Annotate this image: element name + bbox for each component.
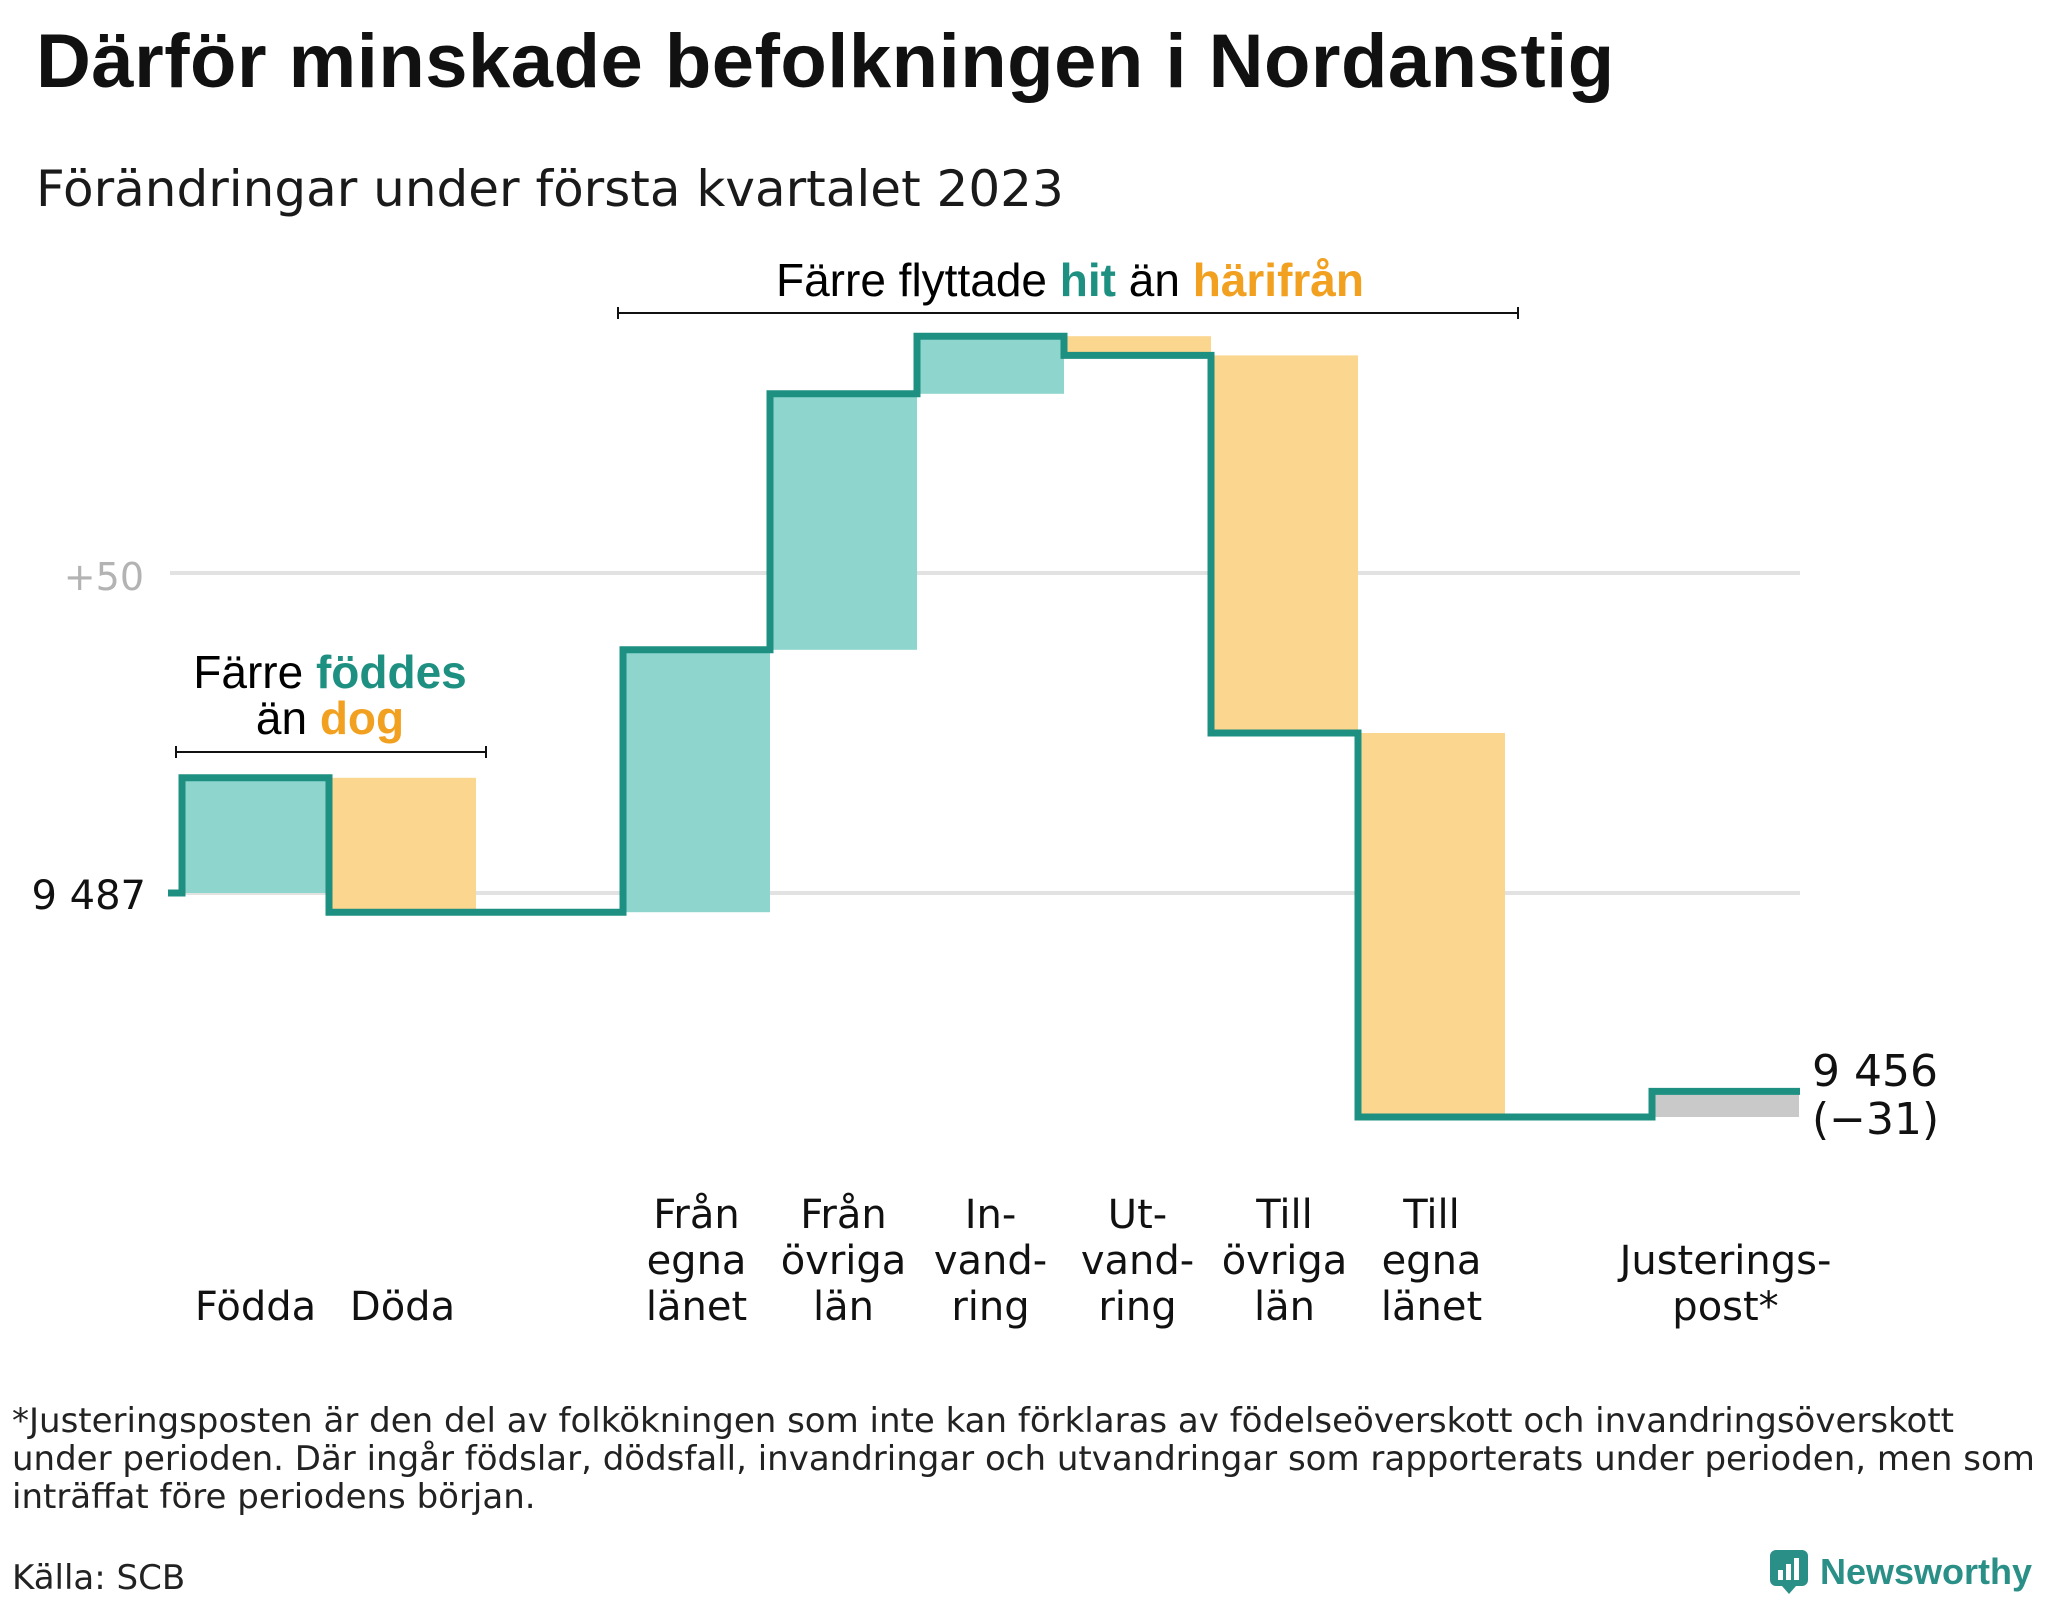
gridline-label: +50 bbox=[64, 555, 144, 599]
x-tick-label-6-2: län bbox=[1254, 1284, 1315, 1330]
source-label: Källa: SCB bbox=[12, 1558, 186, 1598]
start-value-label: 9 487 bbox=[31, 873, 146, 919]
x-tick-label-8-1: post* bbox=[1672, 1284, 1778, 1330]
waterfall-bar-6 bbox=[1211, 355, 1358, 733]
label-layer: Födda DödaFrånegnalänetFrånövrigalänIn-va… bbox=[195, 1192, 1832, 1330]
waterfall-bar-7 bbox=[1358, 733, 1505, 1117]
x-tick-label-4-1: vand- bbox=[934, 1238, 1047, 1284]
waterfall-bar-3 bbox=[770, 393, 917, 650]
moves-annotation: Färre flyttade hit än härifrån bbox=[617, 254, 1519, 319]
x-tick-label-5-0: Ut- bbox=[1108, 1192, 1167, 1238]
x-tick-label-2-0: Från bbox=[653, 1192, 739, 1238]
x-tick-label-1-0: Döda bbox=[350, 1284, 455, 1330]
x-tick-label-3-0: Från bbox=[800, 1192, 886, 1238]
births-ann-prefix: Färre bbox=[193, 646, 316, 698]
waterfall-bar-8 bbox=[1652, 1091, 1799, 1117]
waterfall-bar-5 bbox=[1064, 336, 1211, 356]
x-tick-label-3-1: övriga bbox=[781, 1238, 907, 1284]
waterfall-bar-4 bbox=[917, 336, 1064, 394]
births-ann-middle: än bbox=[256, 692, 320, 744]
brand-name: Newsworthy bbox=[1820, 1551, 2033, 1592]
footnote: *Justeringsposten är den del av folkökni… bbox=[12, 1401, 2035, 1517]
x-tick-label-8-0: Justerings- bbox=[1617, 1238, 1832, 1284]
x-tick-label-6-0: Till bbox=[1255, 1192, 1313, 1238]
waterfall-bar-1 bbox=[329, 777, 476, 913]
x-tick-label-7-2: länet bbox=[1381, 1284, 1482, 1330]
births-annotation: Färre föddes än dog bbox=[175, 646, 487, 758]
waterfall-chart: Födda DödaFrånegnalänetFrånövrigalänIn-va… bbox=[31, 254, 1939, 1330]
x-tick-label-7-0: Till bbox=[1402, 1192, 1460, 1238]
page-subtitle: Förändringar under första kvartalet 2023 bbox=[36, 160, 1064, 218]
svg-text:än dog: än dog bbox=[256, 692, 404, 744]
x-tick-label-7-1: egna bbox=[1382, 1238, 1482, 1284]
x-tick-label-5-2: ring bbox=[1098, 1284, 1176, 1330]
bar-layer bbox=[182, 336, 1799, 1117]
newsworthy-logo: Newsworthy bbox=[1768, 1548, 2032, 1596]
x-tick-label-2-2: länet bbox=[646, 1284, 747, 1330]
svg-text:Färre föddes: Färre föddes bbox=[193, 646, 466, 698]
x-tick-label-0-0: Födda bbox=[195, 1284, 316, 1330]
births-ann-highlight-births: föddes bbox=[316, 646, 467, 698]
moves-ann-prefix: Färre flyttade bbox=[776, 254, 1060, 306]
newsworthy-logo-icon bbox=[1770, 1550, 1808, 1594]
x-tick-label-6-1: övriga bbox=[1222, 1238, 1348, 1284]
x-tick-label-3-2: län bbox=[813, 1284, 874, 1330]
moves-ann-middle: än bbox=[1116, 254, 1193, 306]
x-tick-label-5-1: vand- bbox=[1081, 1238, 1194, 1284]
x-tick-label-4-0: In- bbox=[965, 1192, 1017, 1238]
x-tick-label-2-1: egna bbox=[647, 1238, 747, 1284]
x-tick-label-4-2: ring bbox=[951, 1284, 1029, 1330]
series-step-line bbox=[168, 332, 1800, 1121]
waterfall-bar-2 bbox=[623, 649, 770, 913]
waterfall-bar-0 bbox=[182, 777, 329, 893]
moves-ann-highlight-out: härifrån bbox=[1193, 254, 1364, 306]
moves-ann-highlight-in: hit bbox=[1060, 254, 1116, 306]
page-title: Därför minskade befolkningen i Nordansti… bbox=[36, 19, 1615, 104]
end-value-label: 9 456 bbox=[1812, 1046, 1938, 1097]
svg-text:Färre flyttade hit än härifrån: Färre flyttade hit än härifrån bbox=[776, 254, 1364, 306]
births-ann-highlight-deaths: dog bbox=[320, 692, 404, 744]
end-change-label: (−31) bbox=[1812, 1094, 1939, 1145]
